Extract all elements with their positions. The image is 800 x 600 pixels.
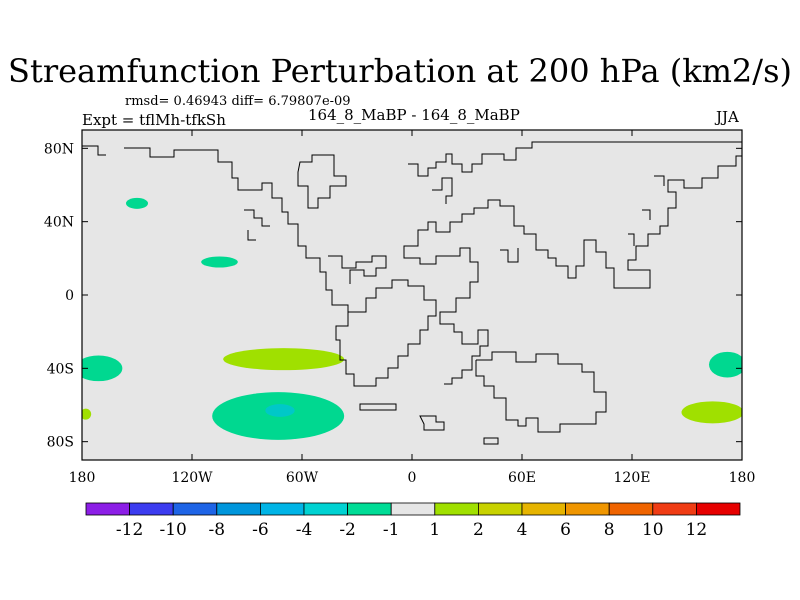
colorbar-swatch <box>259 502 305 516</box>
colorbar-label: 6 <box>560 520 571 540</box>
blob-west-edge <box>82 355 123 382</box>
colorbar-label: 12 <box>686 520 708 540</box>
blob-south-pacific-positive <box>223 348 345 371</box>
colorbar-swatch <box>521 502 566 516</box>
x-tick-label: 60W <box>286 470 319 486</box>
colorbar-label: -8 <box>209 520 226 540</box>
plot-background <box>82 130 742 460</box>
colorbar-label: -2 <box>339 520 356 540</box>
x-tick-label: 120E <box>614 470 651 486</box>
colorbar-swatch <box>216 502 261 516</box>
colorbar-swatch <box>696 502 741 516</box>
blob-southwest-edge <box>82 408 92 420</box>
colorbar-label: 4 <box>517 520 528 540</box>
colorbar-swatch <box>434 502 479 516</box>
plot-title: Streamfunction Perturbation at 200 hPa (… <box>8 52 792 90</box>
blob-east-edge-positive <box>681 401 742 424</box>
x-tick-label: 180 <box>729 470 756 486</box>
colorbar-label: 2 <box>473 520 484 540</box>
axes: 180 120W 60W 0 60E 120E 180 80N 40N 0 40S 80S <box>44 130 755 486</box>
colorbar-swatch <box>477 502 523 516</box>
stats-label: rmsd= 0.46943 diff= 6.79807e-09 <box>125 94 351 109</box>
colorbar-label: -4 <box>296 520 313 540</box>
x-tick-label: 60E <box>508 470 536 486</box>
x-tick-label: 0 <box>408 470 417 486</box>
coastline-eurasia <box>408 141 743 289</box>
colorbar-swatch <box>565 502 610 516</box>
coastline-islands-south <box>359 403 499 445</box>
coastline-south-america <box>335 279 437 387</box>
coastline-asia-east <box>628 175 665 246</box>
colorbar-swatch <box>652 502 697 516</box>
colorbar-label: -10 <box>160 520 187 540</box>
colorbar-swatch <box>129 502 174 516</box>
colorbar-swatch <box>608 502 654 516</box>
x-tick-label: 180 <box>69 470 96 486</box>
y-tick-label: 80S <box>47 435 74 451</box>
colorbar-swatch <box>172 502 218 516</box>
coastline-greenland <box>297 154 347 209</box>
colorbar-swatch <box>85 502 130 516</box>
coastline-north-america <box>82 145 356 313</box>
y-tick-label: 40N <box>44 215 74 231</box>
colorbar-label: -6 <box>252 520 269 540</box>
contour-fills <box>82 197 742 440</box>
coastlines <box>82 141 743 445</box>
case-label: 164_8_MaBP - 164_8_MaBP <box>308 106 520 124</box>
colorbar-label: 10 <box>642 520 664 540</box>
x-tick-label: 120W <box>171 470 213 486</box>
coastline-arabia <box>500 248 519 263</box>
coastline-australia <box>475 351 607 433</box>
experiment-label: Expt = tflMh-tfkSh <box>82 111 226 129</box>
colorbar-swatch <box>347 502 392 516</box>
blob-east-pacific <box>201 256 238 268</box>
y-tick-label: 80N <box>44 141 74 157</box>
colorbar-label: 1 <box>429 520 440 540</box>
coastline-scandinavia <box>432 177 453 204</box>
y-tick-label: 0 <box>65 288 74 304</box>
coastline-canada-west <box>244 209 270 241</box>
colorbar-swatch <box>390 502 436 516</box>
colorbar-label: -12 <box>116 520 143 540</box>
blob-north-pacific <box>126 197 148 209</box>
y-tick-label: 40S <box>47 361 74 377</box>
colorbar-label: 8 <box>604 520 615 540</box>
season-label: JJA <box>716 108 739 126</box>
blob-southern-ocean-core <box>265 404 295 417</box>
coastline-africa <box>403 245 489 385</box>
coastline-central-america <box>328 255 387 284</box>
blob-east-edge-negative <box>709 351 742 378</box>
colorbar-label: -1 <box>383 520 400 540</box>
colorbar-swatch <box>303 502 348 516</box>
